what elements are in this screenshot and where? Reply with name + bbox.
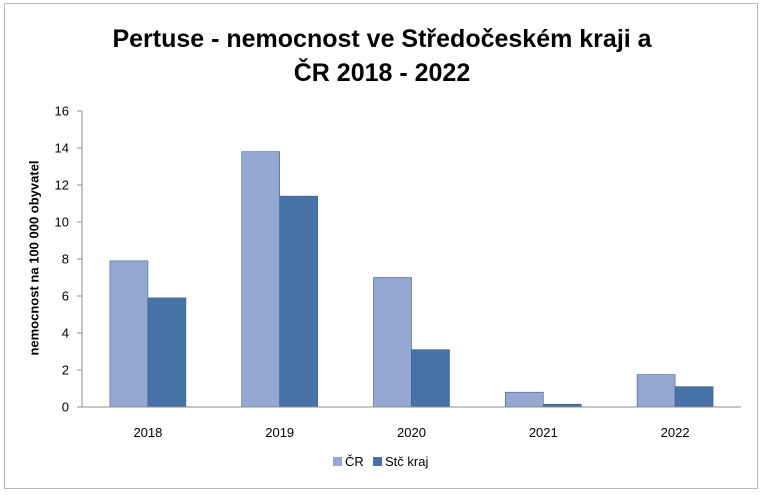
- y-tick-label: 6: [62, 289, 69, 304]
- x-tick-label: 2021: [529, 425, 558, 440]
- y-tick-label: 10: [55, 215, 69, 230]
- chart-title-line2: ČR 2018 - 2022: [293, 59, 471, 87]
- chart-title: Pertuse - nemocnost ve Středočeském kraj…: [0, 22, 764, 90]
- y-tick-label: 16: [55, 104, 69, 119]
- bar-stc-kraj-2020: [411, 349, 450, 408]
- chart-frame: [4, 3, 758, 489]
- bar-stc-kraj-2022: [674, 386, 714, 408]
- legend-label-cr: ČR: [345, 454, 364, 469]
- y-tick-label: 12: [55, 178, 69, 193]
- x-tick-label: 2020: [397, 425, 426, 440]
- bar-cr-2019: [241, 151, 280, 408]
- y-tick-label: 0: [62, 400, 69, 415]
- bar-stc-kraj-2019: [279, 195, 319, 408]
- bar-cr-2020: [373, 277, 412, 408]
- x-tick-label: 2019: [265, 425, 294, 440]
- bar-cr-2021: [504, 391, 544, 408]
- y-tick-label: 4: [62, 326, 69, 341]
- bar-stc-kraj-2018: [147, 297, 187, 408]
- y-tick-label: 8: [62, 252, 69, 267]
- bar-cr-2018: [109, 260, 149, 408]
- x-tick-label: 2018: [133, 425, 162, 440]
- legend-swatch-cr: [333, 457, 342, 466]
- y-tick-label: 2: [62, 363, 69, 378]
- bar-cr-2022: [636, 374, 676, 408]
- legend-swatch-stc-kraj: [373, 457, 382, 466]
- chart-title-line1: Pertuse - nemocnost ve Středočeském kraj…: [112, 25, 652, 53]
- y-tick-label: 14: [55, 141, 69, 156]
- x-tick-label: 2022: [661, 425, 690, 440]
- legend-label-stc-kraj: Stč kraj: [385, 454, 428, 469]
